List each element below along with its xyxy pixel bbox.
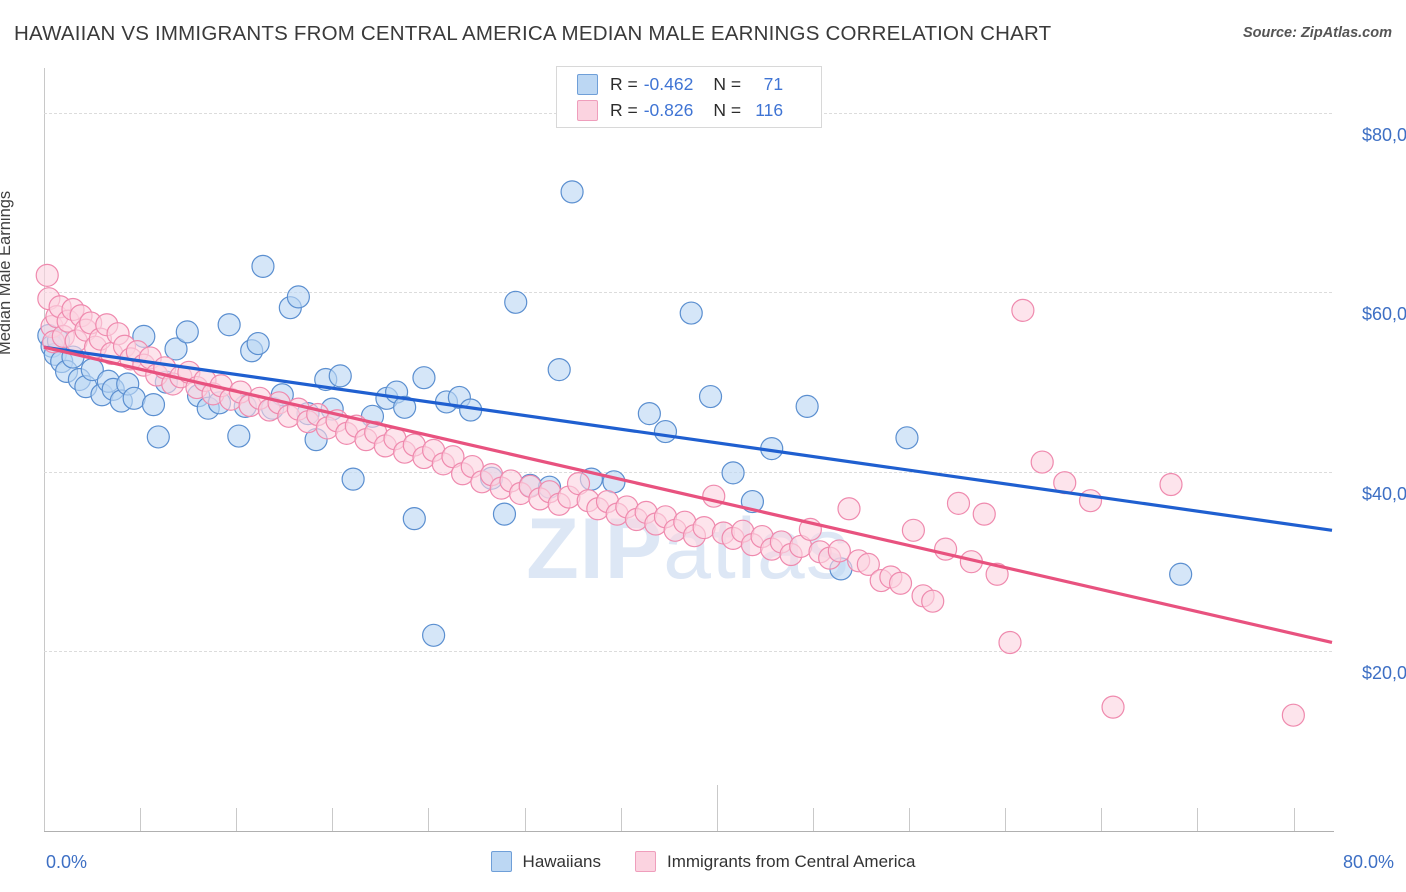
x-axis-max-label: 80.0% [1342, 852, 1394, 872]
stats-legend: R = -0.462 N = 71 R = -0.826 N = 116 [556, 66, 822, 128]
data-point [856, 552, 880, 576]
data-point [393, 395, 417, 419]
data-point [1281, 703, 1305, 727]
data-point [412, 366, 436, 390]
n-value-immigrants: 116 [755, 99, 784, 120]
x-axis-tick [812, 808, 814, 831]
data-point [164, 337, 188, 361]
gridline [44, 292, 1332, 294]
trendline [43, 345, 1333, 645]
r-value-immigrants: -0.826 [643, 99, 694, 120]
series-legend: Hawaiians Immigrants from Central Americ… [0, 851, 1406, 872]
data-point [402, 507, 426, 531]
y-axis-tick-label: $80,000 [1362, 124, 1406, 145]
x-axis-line [44, 831, 1334, 832]
stats-legend-row-hawaiians: R = -0.462 N = 71 [577, 71, 783, 97]
data-point [721, 461, 745, 485]
x-axis-tick [428, 808, 430, 831]
y-axis-tick-label: $40,000 [1362, 483, 1406, 504]
x-axis-tick [1293, 808, 1295, 831]
series-legend-label-hawaiians: Hawaiians [522, 851, 601, 871]
series-swatch-immigrants-icon [634, 851, 656, 872]
plot-area: ZIPatlas $20,000$40,000$60,000$80,000 [35, 68, 1406, 831]
scatter-points-layer [35, 180, 1305, 727]
n-value-hawaiians: 71 [763, 73, 784, 94]
x-axis-tick [620, 808, 622, 831]
legend-swatch-hawaiians-icon [577, 73, 598, 95]
y-axis-tick-label: $20,000 [1362, 663, 1406, 684]
data-point [341, 467, 365, 491]
series-legend-item-immigrants[interactable]: Immigrants from Central America [634, 851, 916, 872]
data-point [972, 502, 996, 526]
data-point [827, 539, 851, 563]
data-point [895, 426, 919, 450]
data-point [504, 290, 528, 314]
r-label-immigrants: R = [610, 99, 638, 120]
n-label-hawaiians: N = [713, 73, 742, 94]
n-label-immigrants: N = [713, 99, 742, 120]
x-axis-tick [1005, 808, 1007, 831]
x-axis-tick [140, 808, 142, 831]
trendline [43, 345, 1333, 532]
legend-swatch-immigrants-icon [577, 99, 598, 121]
data-point [422, 623, 446, 647]
data-point [35, 263, 59, 287]
data-point [547, 358, 571, 382]
data-point [1011, 298, 1035, 322]
data-point [328, 364, 352, 388]
x-axis-tick [524, 808, 526, 831]
series-swatch-hawaiians-icon [490, 851, 512, 872]
data-point [1159, 472, 1183, 497]
gridline [44, 651, 1332, 653]
r-value-hawaiians: -0.462 [643, 73, 694, 94]
x-axis-tick [909, 808, 911, 831]
y-axis-tick-label: $60,000 [1362, 304, 1406, 325]
data-point [286, 285, 310, 309]
stats-legend-row-immigrants: R = -0.826 N = 116 [577, 97, 783, 123]
data-point [560, 180, 584, 204]
x-axis-tick [236, 808, 238, 831]
data-point [246, 331, 270, 356]
x-axis-tick [332, 808, 334, 831]
data-point [217, 313, 241, 337]
data-point [888, 571, 913, 595]
series-legend-item-hawaiians[interactable]: Hawaiians [490, 851, 601, 872]
data-point [1101, 695, 1125, 719]
data-point [492, 502, 517, 526]
data-point [141, 393, 166, 417]
data-point [1030, 450, 1054, 474]
data-point [679, 301, 703, 325]
data-point [998, 630, 1022, 655]
data-point [837, 497, 861, 521]
trendlines-layer [43, 345, 1333, 645]
data-point [985, 562, 1009, 586]
page-title: HAWAIIAN VS IMMIGRANTS FROM CENTRAL AMER… [14, 22, 1052, 45]
y-axis-title: Median Male Earnings [0, 190, 14, 355]
y-axis-line [44, 68, 45, 831]
data-point [946, 491, 971, 515]
data-point [637, 401, 661, 426]
data-point [146, 425, 170, 449]
data-point [795, 394, 819, 419]
data-point [175, 320, 199, 344]
data-point [901, 518, 926, 542]
data-point [227, 424, 251, 448]
x-axis-tick [716, 785, 718, 831]
series-immigrants-from-central-america [35, 263, 1305, 727]
gridline [44, 471, 1332, 473]
data-point [251, 254, 275, 278]
series-legend-label-immigrants: Immigrants from Central America [666, 851, 916, 871]
data-point [1169, 562, 1193, 586]
x-axis-tick [1197, 808, 1199, 831]
x-axis-min-label: 0.0% [46, 852, 88, 872]
source-attribution: Source: ZipAtlas.com [1242, 25, 1392, 41]
r-label-hawaiians: R = [610, 73, 638, 94]
data-point [921, 589, 945, 613]
data-point [698, 384, 723, 409]
x-axis-tick [1101, 808, 1103, 831]
